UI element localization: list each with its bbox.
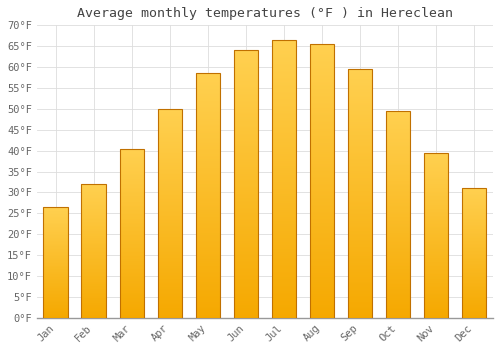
Title: Average monthly temperatures (°F ) in Hereclean: Average monthly temperatures (°F ) in He…	[77, 7, 453, 20]
Bar	[310, 44, 334, 318]
Bar	[196, 74, 220, 318]
Bar	[44, 207, 68, 318]
Bar	[386, 111, 410, 318]
Bar	[348, 69, 372, 318]
Bar	[120, 149, 144, 318]
Bar	[234, 50, 258, 318]
Bar	[82, 184, 106, 318]
Bar	[158, 109, 182, 318]
Bar	[272, 40, 296, 318]
Bar	[462, 188, 486, 318]
Bar	[424, 153, 448, 318]
